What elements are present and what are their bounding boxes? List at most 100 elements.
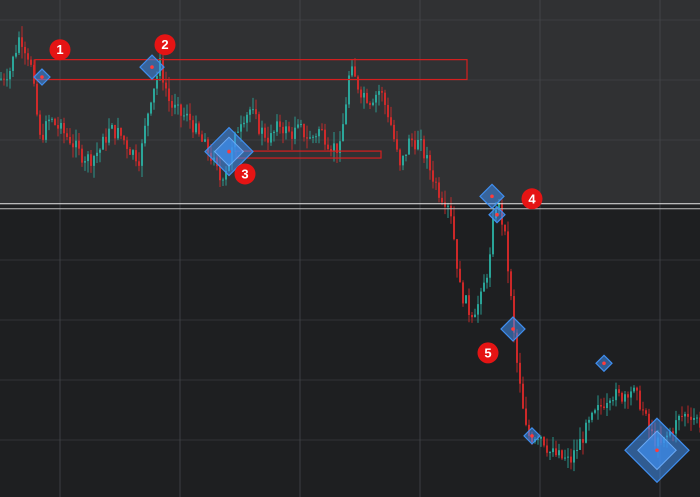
candle-body bbox=[87, 154, 89, 162]
signal-diamond-center bbox=[227, 149, 231, 154]
candle-body bbox=[378, 91, 380, 95]
candle-body bbox=[489, 254, 491, 278]
candle-body bbox=[432, 170, 434, 182]
candle-body bbox=[633, 387, 635, 392]
candle-body bbox=[3, 78, 5, 80]
candle-body bbox=[591, 412, 593, 420]
candle-body bbox=[447, 205, 449, 207]
candle-body bbox=[57, 125, 59, 129]
candle-body bbox=[225, 170, 227, 180]
candle-body bbox=[27, 53, 29, 60]
candle-body bbox=[294, 127, 296, 139]
candle-body bbox=[126, 140, 128, 149]
candle-body bbox=[18, 37, 20, 53]
candle-body bbox=[375, 94, 377, 103]
candle-body bbox=[477, 304, 479, 315]
candle-body bbox=[609, 400, 611, 403]
candle-body bbox=[258, 114, 260, 134]
candle-body bbox=[360, 89, 362, 98]
level-layer bbox=[0, 203, 700, 210]
candle-body bbox=[303, 124, 305, 138]
candle-body bbox=[123, 135, 125, 141]
candle-body bbox=[219, 166, 221, 181]
candle-body bbox=[291, 131, 293, 139]
candle-body bbox=[111, 124, 113, 129]
candle-body bbox=[357, 76, 359, 90]
candle-body bbox=[60, 122, 62, 129]
signal-diamond-center bbox=[495, 212, 499, 217]
candle-body bbox=[408, 138, 410, 155]
candle-body bbox=[564, 457, 566, 459]
candle-body bbox=[411, 138, 413, 141]
candle-body bbox=[600, 405, 602, 407]
candle-body bbox=[243, 122, 245, 125]
signal-diamond bbox=[500, 316, 526, 342]
candle-body bbox=[672, 431, 674, 434]
candle-body bbox=[48, 119, 50, 122]
candle-body bbox=[12, 56, 14, 71]
candle-body bbox=[297, 124, 299, 128]
candle-body bbox=[270, 133, 272, 143]
candle-body bbox=[465, 295, 467, 304]
candle-body bbox=[156, 76, 158, 89]
candle-body bbox=[516, 332, 518, 363]
candle-layer bbox=[0, 26, 700, 472]
candle-body bbox=[186, 113, 188, 116]
candle-body bbox=[240, 124, 242, 132]
candle-body bbox=[435, 181, 437, 183]
signal-diamond-center bbox=[511, 327, 515, 331]
candle-body bbox=[171, 101, 173, 108]
annotation-badge-circle bbox=[521, 188, 543, 210]
candle-body bbox=[42, 134, 44, 140]
signal-diamond-center bbox=[40, 75, 44, 79]
candle-body bbox=[507, 231, 509, 272]
annotation-badge-circle bbox=[477, 342, 499, 364]
candle-body bbox=[255, 109, 257, 115]
candle-body bbox=[129, 148, 131, 155]
candle-body bbox=[273, 131, 275, 134]
signal-diamond-center bbox=[150, 65, 154, 69]
candle-body bbox=[555, 448, 557, 456]
candle-body bbox=[573, 450, 575, 463]
candle-body bbox=[33, 64, 35, 84]
annotation-label: 5 bbox=[484, 345, 491, 360]
candle-body bbox=[309, 137, 311, 139]
candle-body bbox=[486, 277, 488, 283]
candle-body bbox=[117, 127, 119, 139]
candle-body bbox=[675, 420, 677, 434]
candle-body bbox=[471, 314, 473, 318]
signal-diamond-center bbox=[602, 361, 606, 366]
candle-body bbox=[441, 197, 443, 203]
candle-body bbox=[450, 205, 452, 217]
annotation-label: 4 bbox=[528, 191, 536, 206]
candle-body bbox=[390, 117, 392, 125]
candle-body bbox=[282, 126, 284, 134]
candle-body bbox=[36, 83, 38, 115]
candle-body bbox=[153, 88, 155, 103]
annotation-label: 3 bbox=[241, 166, 248, 181]
candle-body bbox=[0, 78, 2, 80]
candle-body bbox=[192, 120, 194, 133]
candle-body bbox=[582, 439, 584, 443]
annotation-badge-circle bbox=[234, 163, 256, 185]
candle-body bbox=[147, 113, 149, 126]
annotation-label: 2 bbox=[161, 37, 168, 52]
candle-body bbox=[615, 389, 617, 401]
candle-body bbox=[372, 102, 374, 106]
annotation-badge-circle bbox=[49, 39, 71, 61]
candle-body bbox=[621, 392, 623, 402]
candle-body bbox=[690, 416, 692, 420]
candle-body bbox=[588, 419, 590, 423]
candle-body bbox=[327, 144, 329, 150]
signal-diamond bbox=[595, 354, 613, 373]
candle-body bbox=[330, 149, 332, 152]
signal-diamond-center bbox=[655, 448, 659, 453]
candle-body bbox=[24, 46, 26, 54]
candle-body bbox=[300, 124, 302, 126]
candle-body bbox=[51, 118, 53, 120]
signal-diamond bbox=[488, 205, 506, 224]
annotation-label: 1 bbox=[56, 42, 63, 57]
candle-body bbox=[423, 139, 425, 159]
